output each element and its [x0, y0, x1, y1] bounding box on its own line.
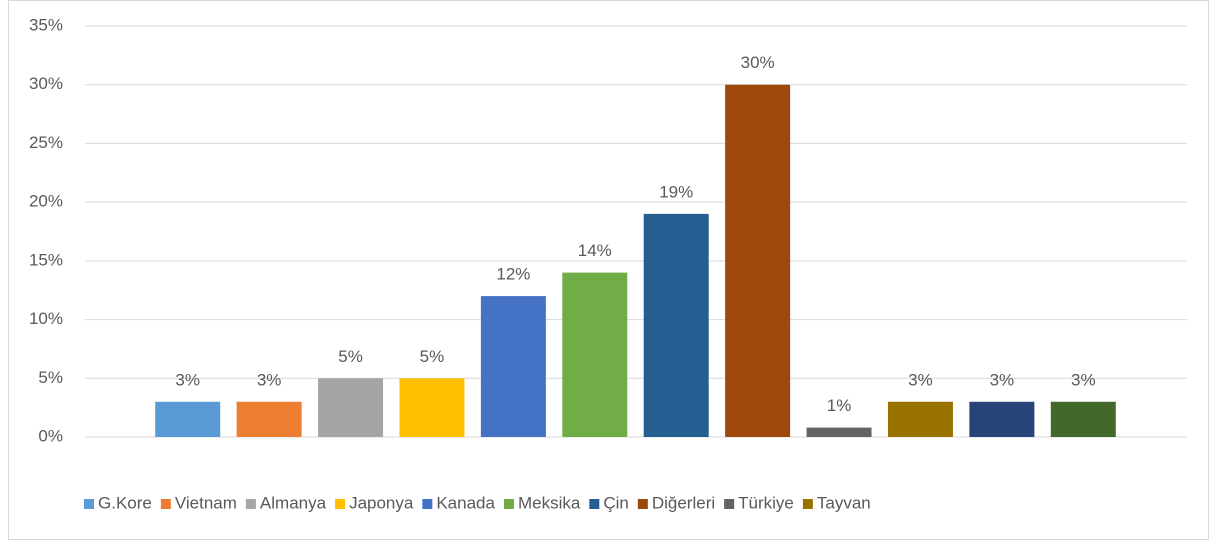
legend-swatch — [589, 499, 600, 509]
bar — [399, 378, 465, 437]
data-label: 19% — [659, 182, 693, 201]
bar — [969, 401, 1035, 437]
legend-swatch — [245, 499, 256, 509]
legend-swatch — [422, 499, 433, 509]
data-label: 14% — [578, 241, 612, 260]
data-label: 3% — [1071, 370, 1096, 389]
legend-swatch — [724, 499, 735, 509]
legend-swatch — [637, 499, 648, 509]
legend-label: Japonya — [349, 493, 414, 512]
y-tick-label: 0% — [38, 426, 63, 445]
data-label: 3% — [990, 370, 1015, 389]
legend-swatch — [802, 499, 813, 509]
bar — [1050, 401, 1116, 437]
legend-label: Meksika — [518, 493, 581, 512]
data-label: 12% — [496, 265, 530, 284]
y-tick-label: 15% — [29, 250, 63, 269]
legend-label: Almanya — [260, 493, 327, 512]
y-tick-label: 5% — [38, 368, 63, 387]
y-tick-label: 30% — [29, 74, 63, 93]
legend-swatch — [84, 499, 94, 509]
data-label: 5% — [338, 347, 363, 366]
bar — [806, 427, 872, 437]
data-label: 3% — [175, 370, 200, 389]
legend-label: Diğerleri — [652, 493, 715, 512]
bar — [236, 401, 302, 437]
data-label: 3% — [257, 370, 282, 389]
data-label: 30% — [741, 53, 775, 72]
data-label: 1% — [827, 396, 852, 415]
legend-swatch — [503, 499, 514, 509]
bar — [318, 378, 384, 437]
bar — [562, 272, 628, 437]
y-tick-label: 35% — [29, 15, 63, 34]
chart-frame — [8, 0, 1209, 540]
y-tick-label: 10% — [29, 309, 63, 328]
bar — [643, 213, 709, 437]
y-tick-label: 25% — [29, 133, 63, 152]
legend-label: Türkiye — [738, 493, 794, 512]
legend-label: Tayvan — [817, 493, 871, 512]
bar — [155, 401, 221, 437]
y-tick-label: 20% — [29, 192, 63, 211]
bar — [480, 296, 546, 437]
data-label: 5% — [420, 347, 445, 366]
legend-swatch — [160, 499, 171, 509]
legend-label: G.Kore — [98, 493, 152, 512]
legend-label: Çin — [603, 493, 629, 512]
bar — [887, 401, 953, 437]
bar — [725, 84, 791, 437]
legend-label: Vietnam — [175, 493, 237, 512]
legend-label: Kanada — [436, 493, 495, 512]
legend-swatch — [335, 499, 346, 509]
data-label: 3% — [908, 370, 933, 389]
